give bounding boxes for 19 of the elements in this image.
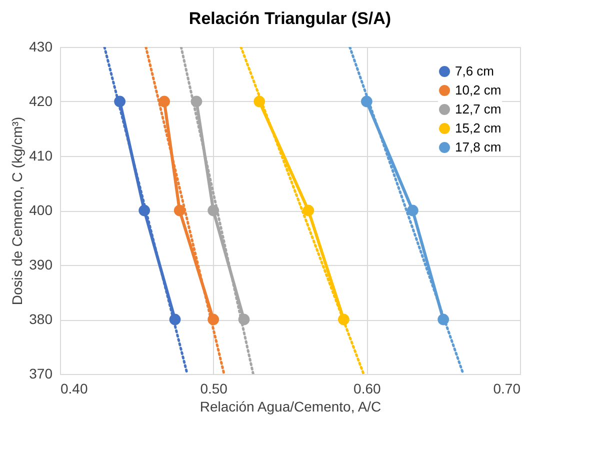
legend-label: 7,6 cm (455, 64, 494, 78)
x-axis-title: Relación Agua/Cemento, A/C (200, 398, 382, 414)
x-tick-label: 0.40 (60, 380, 88, 396)
legend-label: 10,2 cm (455, 82, 502, 98)
legend-label: 15,2 cm (455, 120, 502, 136)
chart-title: Relación Triangular (S/A) (188, 9, 392, 28)
legend-label: 17,8 cm (455, 140, 502, 154)
x-tick-label: 0.50 (200, 380, 228, 396)
y-axis-title: Dosis de Cemento, C (kg/cm³) (9, 116, 26, 306)
y-tick-label: 420 (29, 93, 53, 109)
y-tick-label: 410 (29, 148, 53, 164)
y-tick-label: 430 (29, 38, 53, 54)
y-tick-label: 380 (29, 311, 53, 327)
y-tick-label: 370 (29, 366, 53, 382)
y-tick-label: 390 (29, 256, 53, 272)
legend-label: 12,7 cm (455, 102, 502, 116)
x-tick-label: 0.60 (354, 380, 382, 396)
x-tick-label: 0.70 (493, 380, 521, 396)
y-tick-label: 400 (29, 202, 53, 218)
